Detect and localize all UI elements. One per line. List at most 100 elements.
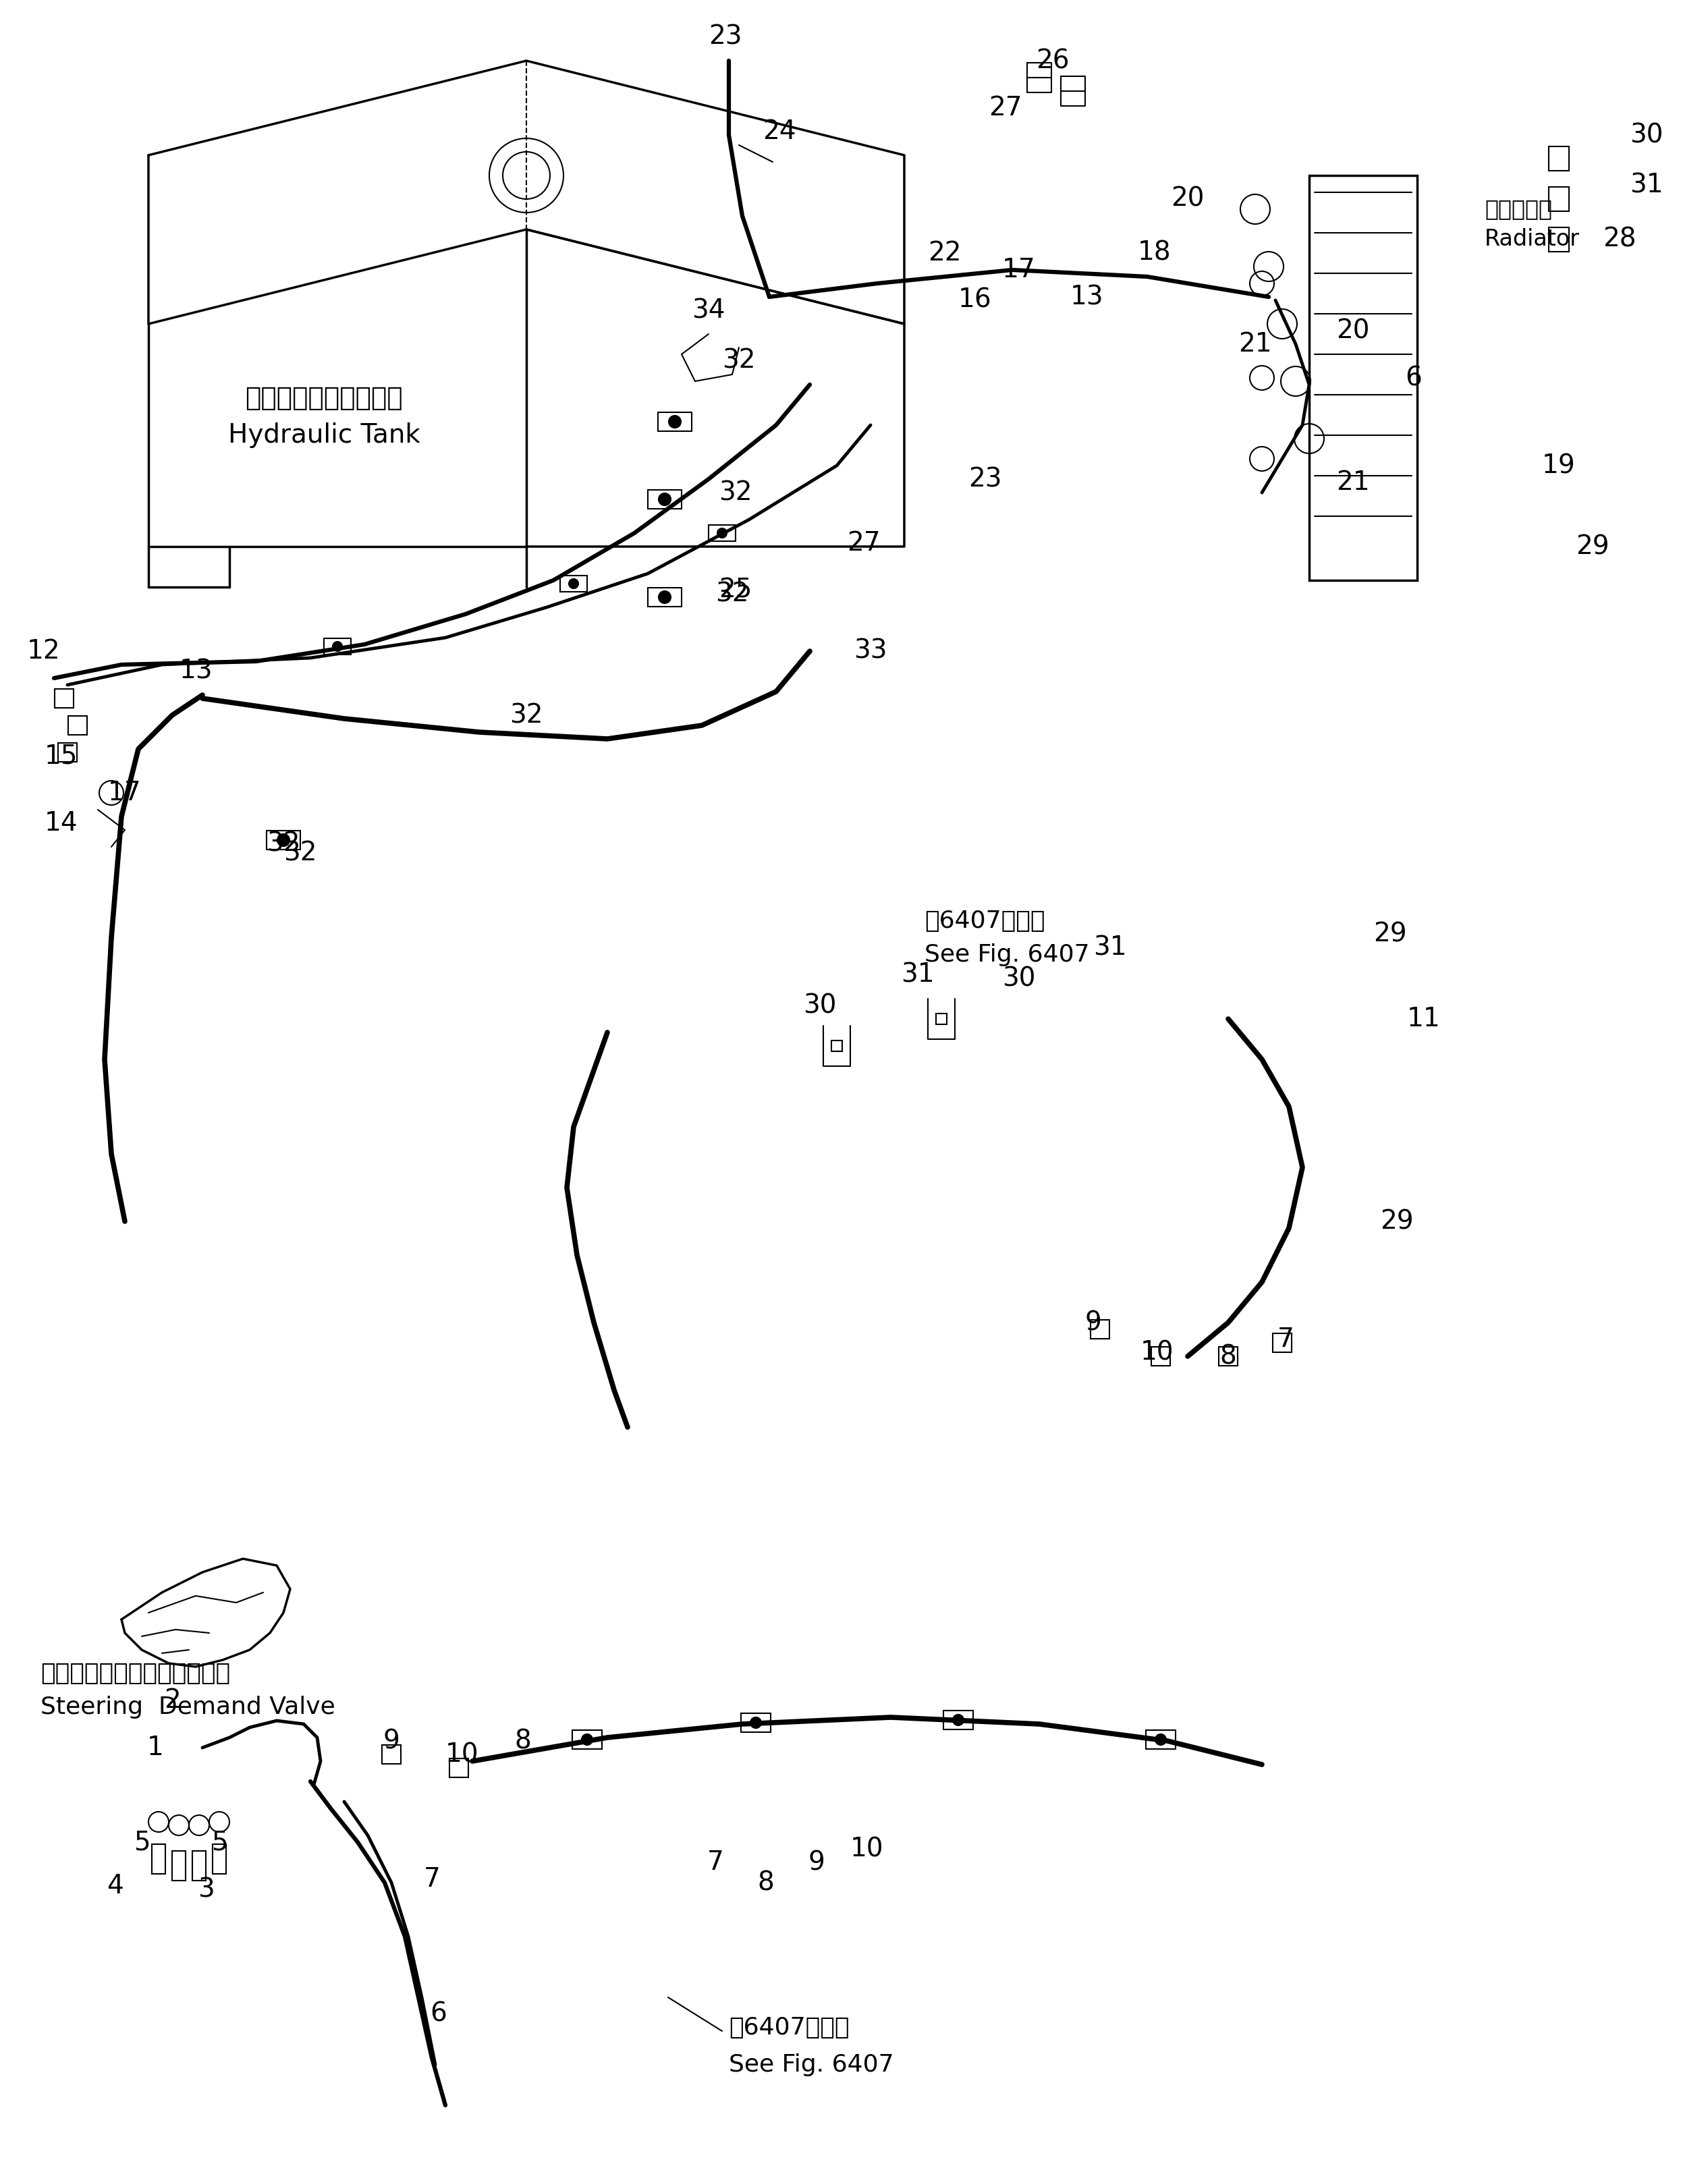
Bar: [58, 742, 77, 762]
Text: 9: 9: [383, 1729, 400, 1753]
Text: Radiator: Radiator: [1484, 229, 1580, 251]
Bar: [152, 1844, 166, 1874]
Text: 30: 30: [1003, 965, 1035, 991]
Text: 31: 31: [1629, 173, 1664, 199]
Text: 6: 6: [430, 2002, 447, 2028]
Text: 17: 17: [1003, 258, 1035, 283]
Text: 5: 5: [133, 1829, 150, 1855]
Circle shape: [953, 1714, 963, 1725]
Text: 12: 12: [27, 638, 60, 664]
Bar: [1549, 227, 1570, 251]
Text: 29: 29: [1380, 1208, 1414, 1233]
Text: 7: 7: [424, 1865, 441, 1891]
Bar: [832, 1041, 842, 1052]
Text: 8: 8: [514, 1729, 531, 1753]
Text: 9: 9: [808, 1850, 825, 1876]
Bar: [449, 1759, 468, 1777]
Circle shape: [670, 415, 681, 428]
Bar: [936, 1013, 946, 1024]
Text: 7: 7: [707, 1850, 724, 1876]
Text: 第6407図参照: 第6407図参照: [924, 909, 1045, 933]
Circle shape: [659, 493, 671, 506]
Text: 11: 11: [1407, 1006, 1440, 1032]
Text: 18: 18: [1138, 240, 1170, 266]
Bar: [55, 688, 73, 708]
Text: 15: 15: [44, 742, 77, 768]
Text: 8: 8: [758, 1870, 774, 1896]
Text: 27: 27: [989, 95, 1023, 121]
Text: 第6407図参照: 第6407図参照: [729, 2017, 849, 2038]
Text: Hydraulic Tank: Hydraulic Tank: [227, 422, 420, 448]
Bar: [658, 413, 692, 431]
Text: 28: 28: [1602, 227, 1636, 253]
Circle shape: [582, 1733, 593, 1744]
Text: 32: 32: [716, 580, 748, 606]
Text: 32: 32: [284, 842, 318, 866]
Text: 30: 30: [1629, 121, 1664, 147]
Bar: [212, 1844, 225, 1874]
Text: 24: 24: [763, 119, 796, 145]
Text: 8: 8: [1220, 1344, 1237, 1370]
Bar: [1549, 147, 1570, 171]
Bar: [266, 831, 301, 850]
Text: 7: 7: [1278, 1327, 1295, 1352]
Circle shape: [717, 528, 728, 539]
Bar: [1151, 1346, 1170, 1365]
Text: 29: 29: [1373, 922, 1407, 948]
Text: 1: 1: [147, 1736, 164, 1761]
Bar: [173, 1850, 186, 1881]
Bar: [1308, 175, 1418, 580]
Bar: [1220, 1346, 1238, 1365]
Text: 33: 33: [854, 638, 886, 664]
Bar: [1146, 1731, 1175, 1749]
Text: 32: 32: [722, 348, 755, 374]
Text: 20: 20: [1172, 186, 1204, 212]
Bar: [709, 526, 736, 541]
Text: 22: 22: [927, 240, 962, 266]
Bar: [1549, 186, 1570, 212]
Bar: [647, 489, 681, 509]
Text: 5: 5: [212, 1829, 227, 1855]
Text: 13: 13: [179, 658, 212, 684]
Text: 32: 32: [266, 831, 301, 857]
Bar: [647, 589, 681, 606]
Text: 29: 29: [1576, 535, 1609, 558]
Text: 31: 31: [1093, 935, 1127, 961]
Text: 10: 10: [446, 1742, 478, 1768]
Circle shape: [277, 833, 289, 846]
Text: 27: 27: [847, 530, 881, 556]
Bar: [560, 576, 588, 591]
Text: 32: 32: [509, 703, 543, 727]
Text: 13: 13: [1069, 283, 1103, 309]
Circle shape: [569, 580, 579, 589]
Text: ステアリングデマンドバルブ: ステアリングデマンドバルブ: [41, 1662, 231, 1686]
Text: 30: 30: [803, 993, 837, 1019]
Bar: [193, 1850, 207, 1881]
Bar: [1272, 1333, 1291, 1352]
Circle shape: [1155, 1733, 1167, 1744]
Text: 10: 10: [851, 1835, 885, 1861]
Text: See Fig. 6407: See Fig. 6407: [924, 944, 1090, 967]
Text: 16: 16: [958, 288, 992, 314]
Bar: [1090, 1320, 1110, 1340]
Text: ラジエータ: ラジエータ: [1484, 199, 1553, 221]
Bar: [325, 638, 350, 654]
Text: 34: 34: [692, 299, 726, 322]
Text: 9: 9: [1085, 1309, 1102, 1335]
Text: 26: 26: [1037, 48, 1069, 74]
Text: See Fig. 6407: See Fig. 6407: [729, 2054, 893, 2075]
Text: ハイドロリックタンク: ハイドロリックタンク: [244, 385, 403, 411]
Text: 32: 32: [719, 480, 752, 506]
Text: 3: 3: [198, 1876, 214, 1902]
Text: 21: 21: [1336, 470, 1370, 496]
Circle shape: [659, 591, 671, 604]
Text: 20: 20: [1336, 318, 1370, 344]
Text: 14: 14: [44, 809, 77, 835]
Text: 4: 4: [106, 1874, 123, 1898]
Bar: [383, 1744, 401, 1764]
Text: 19: 19: [1542, 452, 1576, 478]
Text: 17: 17: [108, 779, 142, 805]
Bar: [68, 716, 87, 736]
Text: Steering  Demand Valve: Steering Demand Valve: [41, 1697, 335, 1718]
Bar: [741, 1714, 770, 1731]
